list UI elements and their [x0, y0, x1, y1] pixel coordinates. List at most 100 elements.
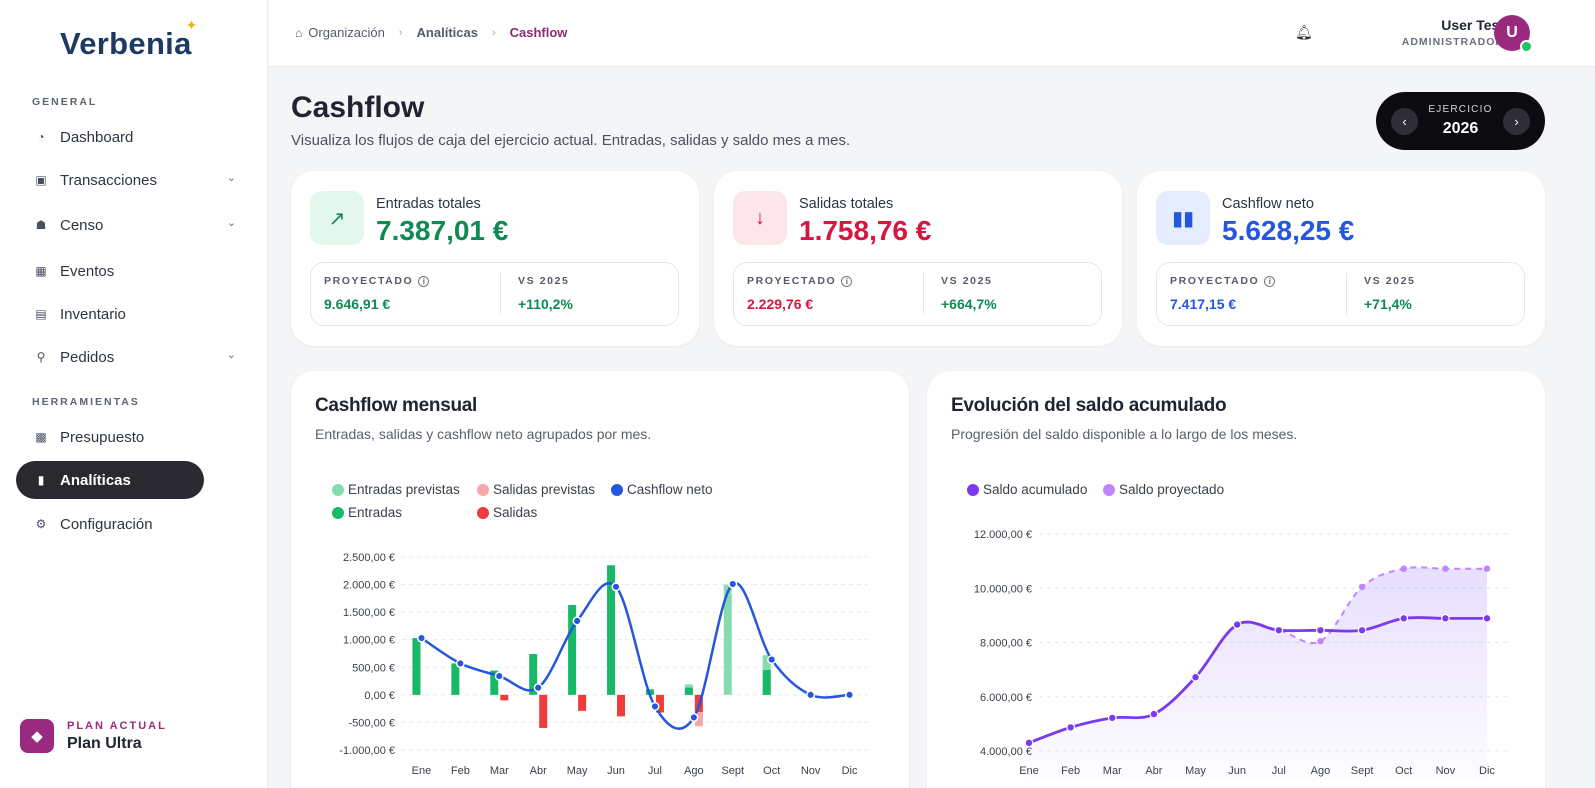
- sidebar-item-label: Presupuesto: [60, 428, 145, 446]
- chevron-down-icon: ⌄: [226, 217, 236, 229]
- saldo-acumulado-chart: 12.000,00 € 10.000,00 € 8.000,00 € 6.000,00…: [974, 529, 1507, 781]
- point-cashflow-neto: [767, 655, 777, 665]
- online-status-dot: [1520, 40, 1533, 53]
- y-tick-label: -500,00 €: [349, 717, 395, 729]
- point-cashflow-neto: [844, 690, 855, 700]
- chart-title: Evolución del saldo acumulado: [951, 395, 1227, 416]
- kpi-salidas: ↓ Salidas totales 1.758,76 € PROYECTADO i…: [714, 171, 1122, 346]
- sidebar-item-label: Censo: [60, 216, 104, 234]
- kpi-details: PROYECTADO i 9.646,91 € VS 2025 +110,2%: [310, 262, 679, 326]
- sidebar-item-transacciones[interactable]: ▣ Transacciones ⌄: [16, 161, 248, 199]
- chart-subtitle: Entradas, salidas y cashflow neto agrupa…: [315, 426, 652, 442]
- sparkle-icon: ✦: [185, 17, 198, 33]
- bar-salidas: [617, 694, 626, 717]
- kpi-label: Cashflow neto: [1222, 196, 1314, 212]
- breadcrumb-analiticas[interactable]: Analíticas: [416, 25, 478, 40]
- home-icon: ⌂: [295, 25, 303, 40]
- avatar-initial: U: [1506, 24, 1518, 41]
- users-icon: ☗: [35, 218, 47, 232]
- prev-year-button[interactable]: ‹: [1391, 108, 1418, 135]
- legend-entradas-previstas[interactable]: Entradas previstas: [332, 482, 460, 497]
- sidebar-item-label: Inventario: [60, 305, 126, 323]
- legend-entradas[interactable]: Entradas: [332, 505, 402, 520]
- arrow-down-icon: ↓: [733, 191, 787, 245]
- legend-saldo-proyectado[interactable]: Saldo proyectado: [1103, 482, 1224, 497]
- x-tick-label: Mar: [490, 765, 509, 777]
- info-icon[interactable]: i: [418, 276, 430, 287]
- legend-cashflow-neto[interactable]: Cashflow neto: [611, 482, 713, 497]
- chevron-down-icon: ⌄: [226, 172, 236, 184]
- sidebar-item-pedidos[interactable]: ⚲ Pedidos ⌄: [16, 338, 248, 376]
- gear-icon: ⚙: [35, 517, 47, 531]
- bar-salidas: [500, 694, 509, 701]
- point-saldo-acumulado: [1316, 625, 1325, 635]
- bar-entradas: [684, 687, 693, 695]
- kpi-entradas: ↗ Entradas totales 7.387,01 € PROYECTADO…: [291, 171, 699, 346]
- plan-card[interactable]: ◆ PLAN ACTUAL Plan Ultra: [20, 719, 167, 753]
- kpi-label: Salidas totales: [799, 196, 894, 212]
- legend-salidas-previstas[interactable]: Salidas previstas: [477, 482, 595, 497]
- breadcrumb-organizacion[interactable]: Organización: [308, 25, 385, 40]
- archive-icon: ▤: [35, 307, 47, 321]
- y-tick-label: -1.000,00 €: [339, 745, 395, 757]
- sidebar-item-dashboard[interactable]: ◔ Dashboard: [16, 118, 248, 156]
- sidebar-item-eventos[interactable]: ▦ Eventos: [16, 252, 248, 290]
- point-saldo-acumulado: [1107, 713, 1117, 723]
- line-cashflow-neto: [420, 581, 850, 730]
- x-tick-label: May: [567, 765, 588, 777]
- logo[interactable]: Verbenia ✦: [60, 17, 197, 62]
- bar-entradas: [451, 663, 460, 695]
- divider: [500, 273, 501, 315]
- y-tick-label: 6.000,00 €: [980, 692, 1032, 704]
- cashflow-mensual-chart: 2.500,00 € 2.000,00 € 1.500,00 € 1.000,00 €…: [339, 552, 868, 777]
- info-icon[interactable]: i: [1264, 276, 1276, 287]
- point-cashflow-neto: [689, 712, 699, 723]
- x-tick-label: Dic: [842, 765, 858, 777]
- page-subtitle: Visualiza los flujos de caja del ejercic…: [291, 132, 851, 149]
- kpi-projected-label: PROYECTADO i: [1170, 275, 1276, 287]
- y-tick-label: 0,00 €: [364, 690, 395, 702]
- bell-icon[interactable]: 🔔︎: [1295, 24, 1313, 40]
- avatar[interactable]: U: [1494, 15, 1533, 53]
- y-tick-label: 2.500,00 €: [343, 552, 395, 564]
- sidebar-item-label: Analíticas: [60, 471, 131, 489]
- kpi-projected-label-text: PROYECTADO: [1170, 275, 1260, 287]
- next-year-button[interactable]: ›: [1503, 108, 1530, 135]
- legend-saldo-acumulado[interactable]: Saldo acumulado: [967, 482, 1087, 497]
- sidebar-item-inventario[interactable]: ▤ Inventario: [16, 295, 248, 333]
- sidebar-item-censo[interactable]: ☗ Censo ⌄: [16, 206, 248, 244]
- user-info[interactable]: User Test ADMINISTRADOR: [1402, 17, 1504, 48]
- chevron-down-icon: ⌄: [226, 349, 236, 361]
- kpi-vs: +110,2%: [518, 296, 573, 312]
- bar-entradas: [762, 670, 771, 695]
- point-saldo-acumulado: [1066, 723, 1076, 732]
- point-cashflow-neto: [572, 616, 582, 626]
- sidebar-item-presupuesto[interactable]: ▩ Presupuesto: [16, 418, 248, 456]
- breadcrumb-current: Cashflow: [509, 25, 568, 40]
- sidebar-item-configuracion[interactable]: ⚙ Configuración: [16, 505, 248, 543]
- sidebar-item-analiticas[interactable]: ▮ Analíticas: [16, 461, 204, 499]
- area-saldo-proyectado: [1029, 567, 1487, 781]
- section-general: GENERAL: [32, 96, 98, 108]
- bar-entradas: [490, 670, 499, 695]
- kpi-projected-label-text: PROYECTADO: [747, 275, 837, 287]
- bar-chart-icon: ▮: [37, 473, 45, 487]
- info-icon[interactable]: i: [841, 276, 853, 287]
- bar-entradas-previstas: [723, 584, 732, 695]
- point-saldo-acumulado: [1191, 672, 1200, 682]
- kpi-projected-label: PROYECTADO i: [324, 275, 430, 287]
- bar-entradas: [529, 654, 538, 695]
- point-saldo-proyectado: [1317, 637, 1324, 645]
- legend-salidas[interactable]: Salidas: [477, 505, 537, 520]
- bar-entradas: [607, 565, 616, 695]
- point-saldo-proyectado: [1358, 583, 1366, 591]
- bar-salidas: [578, 694, 587, 711]
- ejercicio-label: EJERCICIO: [1428, 104, 1493, 115]
- kpi-vs: +71,4%: [1364, 296, 1412, 312]
- kpi-vs-label: VS 2025: [518, 275, 570, 287]
- point-saldo-proyectado: [1483, 565, 1491, 572]
- x-tick-label: Oct: [763, 765, 780, 777]
- bar-salidas: [539, 694, 548, 728]
- point-saldo-acumulado: [1440, 613, 1450, 623]
- point-cashflow-neto: [494, 671, 504, 681]
